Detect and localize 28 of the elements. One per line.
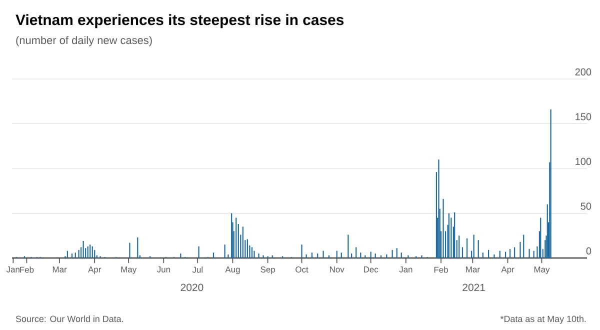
x-tick-label: Feb xyxy=(434,266,448,273)
x-tick-label: Mar xyxy=(466,266,480,272)
x-tick-label: Nov xyxy=(330,266,344,272)
x-tick-label: Mar xyxy=(52,266,67,272)
x-tick-label: May xyxy=(534,266,550,274)
y-tick-label: 200 xyxy=(575,68,592,76)
x-tick-label: May xyxy=(121,266,137,274)
x-tick-label: Oct xyxy=(296,266,308,273)
y-tick-label: 150 xyxy=(576,113,592,120)
x-tick-label: Jan xyxy=(399,266,412,272)
text: 2021 xyxy=(462,284,485,292)
x-tick-label: Jun xyxy=(156,266,170,272)
x-tick-label: Dec xyxy=(364,266,378,272)
x-tick-label: Apr xyxy=(501,266,514,274)
y-tick-label: 50 xyxy=(580,202,592,210)
x-tick-label: Feb xyxy=(20,266,34,273)
chart-subtitle: (number of daily new cases) xyxy=(16,36,152,46)
text: *Data as at May 10th. xyxy=(500,316,586,324)
y-tick-label: 100 xyxy=(576,158,592,165)
x-tick-label: Jul xyxy=(192,266,202,273)
source-note: Source: Our World in Data. xyxy=(16,316,123,322)
y-tick-label: 0 xyxy=(586,247,592,254)
x-tick-label: Sep xyxy=(260,266,275,274)
x-tick-label: Jan xyxy=(6,266,20,272)
x-tick-label: Apr xyxy=(88,266,102,274)
text: 2020 xyxy=(180,284,204,292)
x-tick-label: Aug xyxy=(225,266,240,274)
chart-title: Vietnam experiences its steepest rise in cases xyxy=(16,14,344,28)
